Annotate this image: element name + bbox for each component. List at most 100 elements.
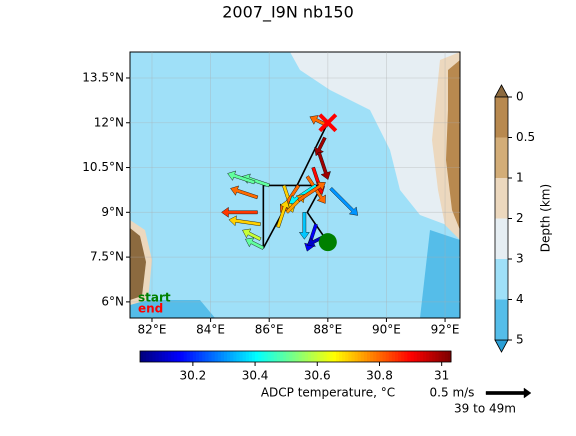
current-arrow bbox=[276, 199, 290, 229]
x-tick-label: 90°E bbox=[372, 323, 401, 337]
colorbar-swatch bbox=[202, 351, 206, 362]
key-label: 0.5 m/s bbox=[430, 386, 475, 400]
colorbar-swatch bbox=[242, 351, 247, 362]
depth-tick-label: 4 bbox=[516, 292, 524, 306]
colorbar-swatch bbox=[416, 351, 421, 362]
colorbar-swatch bbox=[376, 351, 380, 362]
colorbar-swatch bbox=[419, 351, 424, 362]
colorbar-swatch bbox=[332, 351, 337, 362]
depth-tick-label: 1 bbox=[516, 171, 524, 185]
colorbar-swatch bbox=[208, 351, 213, 362]
colorbar-swatch bbox=[295, 351, 300, 362]
depth-swatch bbox=[495, 218, 508, 259]
colorbar-swatch bbox=[192, 351, 197, 362]
colorbar-swatch bbox=[183, 351, 188, 362]
colorbar-swatch bbox=[447, 351, 452, 362]
colorbar-swatch bbox=[171, 351, 175, 362]
colorbar-swatch bbox=[236, 351, 241, 362]
colorbar-swatch bbox=[432, 351, 436, 362]
colorbar-swatch bbox=[164, 351, 169, 362]
colorbar-swatch bbox=[258, 351, 262, 362]
colorbar-swatch bbox=[227, 351, 231, 362]
depth-swatch bbox=[495, 137, 508, 178]
colorbar-swatch bbox=[286, 351, 290, 362]
y-tick-label: 9°N bbox=[101, 205, 124, 219]
colorbar-swatch bbox=[351, 351, 356, 362]
colorbar-swatch bbox=[438, 351, 443, 362]
colorbar-swatch bbox=[174, 351, 178, 362]
colorbar-swatch bbox=[317, 351, 321, 362]
colorbar-swatch bbox=[339, 351, 343, 362]
y-tick-label: 13.5°N bbox=[82, 70, 124, 84]
current-arrow bbox=[221, 206, 258, 218]
current-arrow bbox=[297, 181, 326, 202]
y-tick-label: 12°N bbox=[94, 115, 124, 129]
colorbar-swatch bbox=[426, 351, 430, 362]
colorbar-frame bbox=[139, 350, 452, 363]
colorbar-swatch bbox=[220, 351, 225, 362]
colorbar-swatch bbox=[177, 351, 181, 362]
colorbar-swatch bbox=[223, 351, 228, 362]
start-marker bbox=[318, 233, 337, 252]
colorbar-swatch bbox=[140, 351, 144, 362]
current-arrow bbox=[298, 212, 310, 240]
colorbar-swatch bbox=[189, 351, 194, 362]
colorbar-swatch bbox=[335, 351, 340, 362]
depth-colorbar-label: Depth (km) bbox=[539, 184, 553, 252]
colorbar-swatch bbox=[298, 351, 303, 362]
colorbar-swatch bbox=[261, 351, 265, 362]
colorbar-swatch bbox=[270, 351, 275, 362]
depth-tick-label: 0.5 bbox=[516, 130, 535, 144]
depth-swatch bbox=[495, 178, 508, 219]
y-tick-label: 10.5°N bbox=[82, 160, 124, 174]
colorbar-swatch bbox=[357, 351, 362, 362]
colorbar-swatch bbox=[329, 351, 334, 362]
colorbar-swatch bbox=[326, 351, 331, 362]
colorbar-swatch bbox=[211, 351, 216, 362]
y-tick-label: 7.5°N bbox=[90, 250, 124, 264]
colorbar-swatch bbox=[367, 351, 371, 362]
colorbar-swatch bbox=[214, 351, 219, 362]
key-depth: 39 to 49m bbox=[454, 402, 516, 416]
colorbar-swatch bbox=[264, 351, 269, 362]
colorbar-swatch bbox=[311, 351, 315, 362]
colorbar-swatch bbox=[267, 351, 272, 362]
depth-tick-label: 0 bbox=[516, 90, 524, 104]
map-layer bbox=[221, 113, 358, 252]
colorbar-swatch bbox=[289, 351, 293, 362]
colorbar-swatch bbox=[370, 351, 374, 362]
colorbar-swatch bbox=[248, 351, 253, 362]
depth-swatch bbox=[495, 97, 508, 138]
x-tick-label: 82°E bbox=[138, 323, 167, 337]
colorbar-swatch bbox=[273, 351, 278, 362]
colorbar-swatch bbox=[233, 351, 237, 362]
colorbar-swatch bbox=[199, 351, 203, 362]
x-tick-label: 92°E bbox=[431, 323, 460, 337]
colorbar-swatch bbox=[363, 351, 368, 362]
colorbar-swatch bbox=[146, 351, 150, 362]
colorbar-swatch bbox=[149, 351, 153, 362]
colorbar-swatch bbox=[354, 351, 359, 362]
colorbar-swatch bbox=[395, 351, 399, 362]
colorbar-swatch bbox=[279, 351, 284, 362]
colorbar-swatch bbox=[407, 351, 412, 362]
colorbar-swatch bbox=[348, 351, 352, 362]
depth-tick-label: 3 bbox=[516, 252, 524, 266]
key-arrow bbox=[485, 387, 532, 399]
colorbar-swatch bbox=[388, 351, 393, 362]
colorbar-swatch bbox=[441, 351, 446, 362]
colorbar-swatch bbox=[373, 351, 377, 362]
x-tick-label: 86°E bbox=[255, 323, 284, 337]
colorbar-swatch bbox=[342, 351, 346, 362]
colorbar-swatch bbox=[292, 351, 296, 362]
colorbar-swatch bbox=[429, 351, 433, 362]
end-marker bbox=[318, 113, 338, 133]
colorbar-swatch bbox=[155, 351, 160, 362]
colorbar-swatch bbox=[245, 351, 250, 362]
colorbar-tick-label: 30.2 bbox=[180, 369, 207, 383]
current-arrow bbox=[227, 170, 256, 185]
x-tick-label: 84°E bbox=[196, 323, 225, 337]
colorbar-swatch bbox=[379, 351, 384, 362]
colorbar-swatch bbox=[180, 351, 185, 362]
